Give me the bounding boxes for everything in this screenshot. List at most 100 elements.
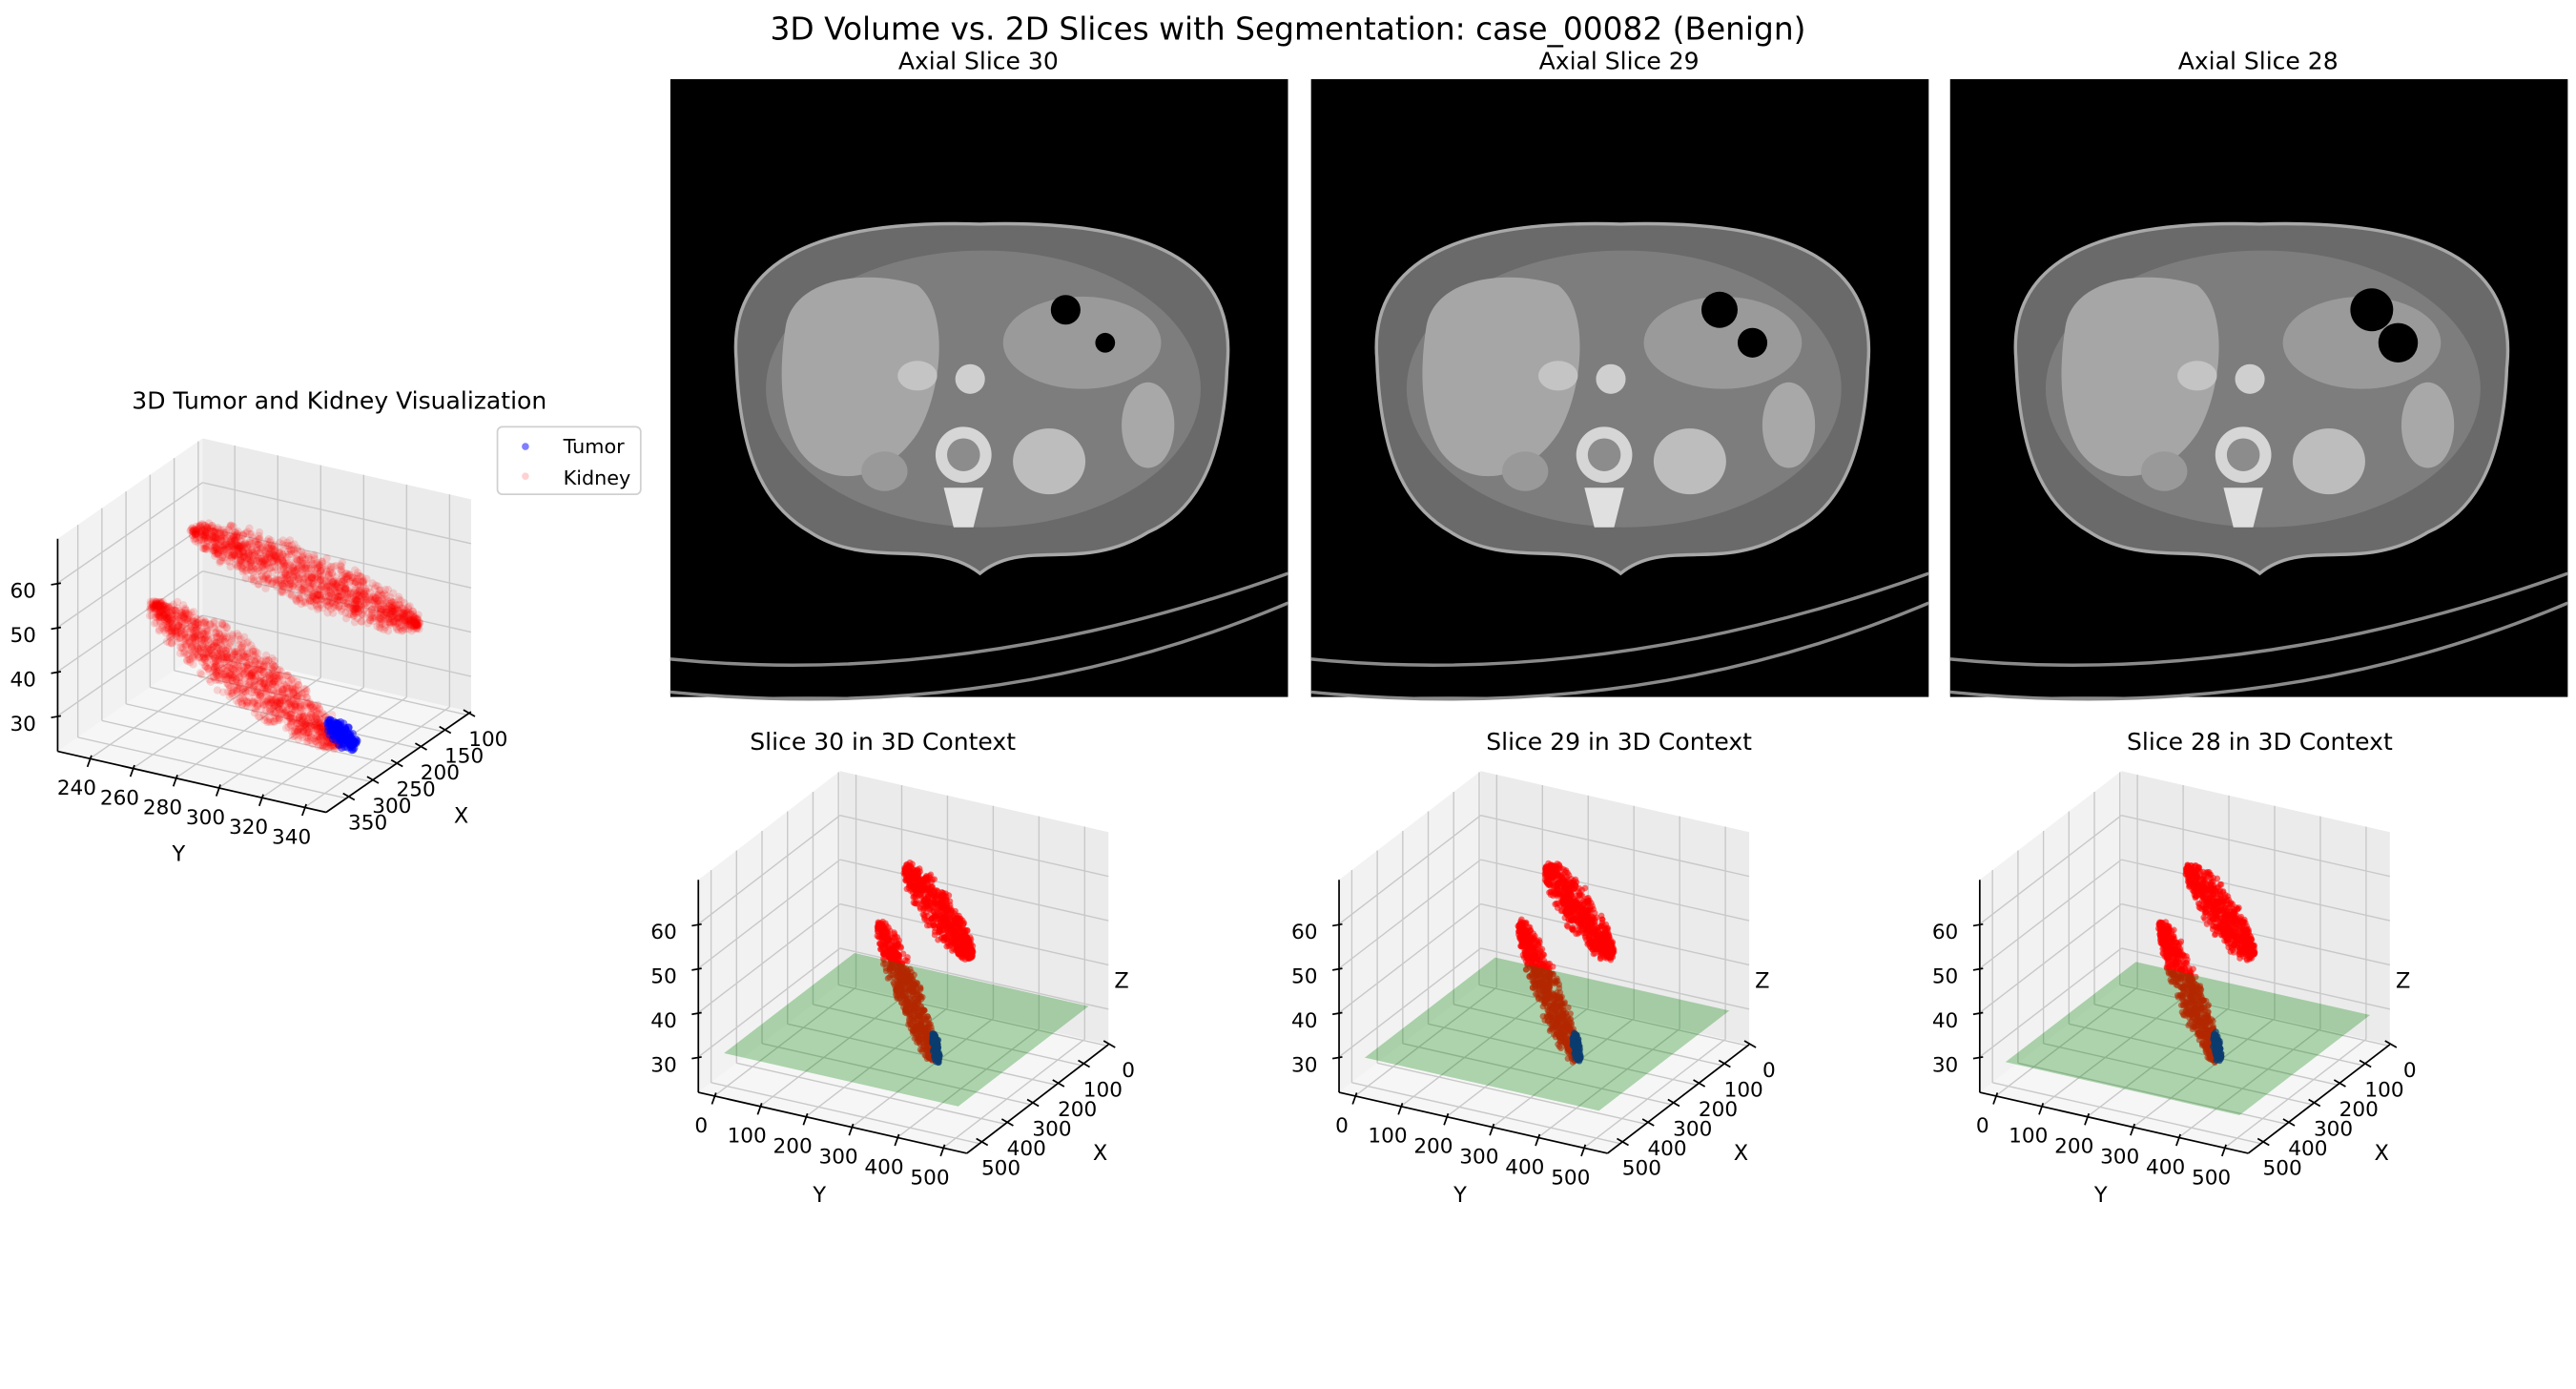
kidney-point xyxy=(243,680,252,689)
kidney-point xyxy=(295,583,303,592)
ct-image-slice-30 xyxy=(670,78,1289,701)
kidney-point xyxy=(294,719,302,728)
z-tick-label: 60 xyxy=(10,580,35,604)
ct-bowel-gas xyxy=(2378,322,2419,363)
kidney-point xyxy=(269,707,278,715)
kidney-point xyxy=(299,713,307,721)
kidney-point xyxy=(254,695,262,704)
kidney-point xyxy=(177,623,186,632)
kidney-point xyxy=(930,887,938,895)
y-tick xyxy=(258,794,264,807)
kidney-point xyxy=(287,710,296,719)
kidney-point xyxy=(237,667,247,675)
kidney-point xyxy=(312,713,320,722)
z-axis-label: Z xyxy=(1114,968,1128,993)
kidney-point xyxy=(204,641,213,650)
ct-liver xyxy=(2061,277,2219,477)
ct-stomach xyxy=(2282,296,2442,389)
kidney-point xyxy=(265,715,275,723)
kidney-point xyxy=(185,636,194,646)
kidney-point xyxy=(208,527,217,535)
kidney-point xyxy=(173,629,181,637)
kidney-point xyxy=(326,741,335,750)
kidney-point xyxy=(307,703,317,712)
kidney-point xyxy=(153,599,161,609)
x-tick-label: 300 xyxy=(372,795,411,819)
kidney-point xyxy=(199,653,208,662)
kidney-point xyxy=(149,597,158,606)
kidney-point xyxy=(302,699,312,708)
x-tick xyxy=(463,709,476,717)
kidney-point xyxy=(174,633,182,643)
y-tick-label: 260 xyxy=(100,786,139,810)
kidney-point xyxy=(155,605,163,613)
kidney-point xyxy=(292,683,300,692)
kidney-point xyxy=(242,701,251,710)
kidney-point xyxy=(220,637,229,646)
kidney-point xyxy=(245,538,254,548)
kidney-point xyxy=(192,624,201,632)
kidney-point xyxy=(381,620,390,630)
kidney-point xyxy=(286,715,295,723)
kidney-point xyxy=(199,630,208,638)
kidney-point xyxy=(194,620,202,629)
kidney-point xyxy=(262,696,272,705)
kidney-point xyxy=(226,683,235,692)
ct-colon xyxy=(1122,382,1175,468)
kidney-point xyxy=(236,694,244,703)
x-tick-label: 100 xyxy=(468,728,507,752)
kidney-point xyxy=(237,648,246,657)
kidney-point xyxy=(295,686,303,694)
kidney-point xyxy=(266,536,276,545)
kidney-point xyxy=(923,917,931,924)
kidney-point xyxy=(381,586,390,594)
kidney-point xyxy=(196,632,205,640)
kidney-point xyxy=(229,655,237,665)
kidney-point xyxy=(954,914,960,922)
grid-line-z xyxy=(202,482,472,545)
figure-suptitle: 3D Volume vs. 2D Slices with Segmentatio… xyxy=(771,11,1806,48)
kidney-point xyxy=(302,734,312,742)
ct-title-3: Axial Slice 28 xyxy=(2178,48,2339,75)
kidney-point xyxy=(227,634,236,643)
y-tick-label: 240 xyxy=(57,777,96,800)
kidney-point xyxy=(188,644,196,653)
kidney-point xyxy=(152,601,161,611)
kidney-point xyxy=(251,677,259,686)
kidney-point xyxy=(314,732,322,740)
kidney-point xyxy=(158,606,167,615)
ct-vertebra-body xyxy=(1587,438,1621,471)
y-tick-label: 300 xyxy=(186,806,225,830)
kidney-point xyxy=(206,620,215,629)
kidney-point xyxy=(171,628,179,636)
ct-colon xyxy=(1762,382,1816,468)
kidney-point xyxy=(167,627,175,635)
left-pane xyxy=(57,438,203,752)
kidney-point xyxy=(187,609,196,617)
y-tick-label: 200 xyxy=(773,1135,813,1159)
kidney-point xyxy=(267,668,276,676)
kidney-point xyxy=(182,625,191,633)
kidney-point xyxy=(938,935,945,942)
kidney-point xyxy=(318,732,326,740)
kidney-point xyxy=(337,607,346,615)
kidney-point xyxy=(168,627,177,635)
kidney-point xyxy=(301,561,311,570)
kidney-point xyxy=(271,677,279,686)
kidney-point xyxy=(238,650,248,658)
kidney-point xyxy=(286,558,295,568)
kidney-point xyxy=(163,603,172,612)
floor-pane xyxy=(57,651,471,813)
kidney-point xyxy=(361,603,370,612)
kidney-point xyxy=(289,684,298,693)
kidney-point xyxy=(251,656,259,666)
kidney-point xyxy=(202,645,211,653)
kidney-point xyxy=(276,671,285,679)
ct-aorta xyxy=(955,363,985,394)
y-tick-label: 0 xyxy=(694,1114,708,1138)
kidney-point xyxy=(201,650,211,658)
ct-image-slice-29 xyxy=(1310,78,1929,701)
kidney-point xyxy=(315,724,324,733)
kidney-point xyxy=(292,694,300,703)
kidney-point xyxy=(922,873,930,880)
